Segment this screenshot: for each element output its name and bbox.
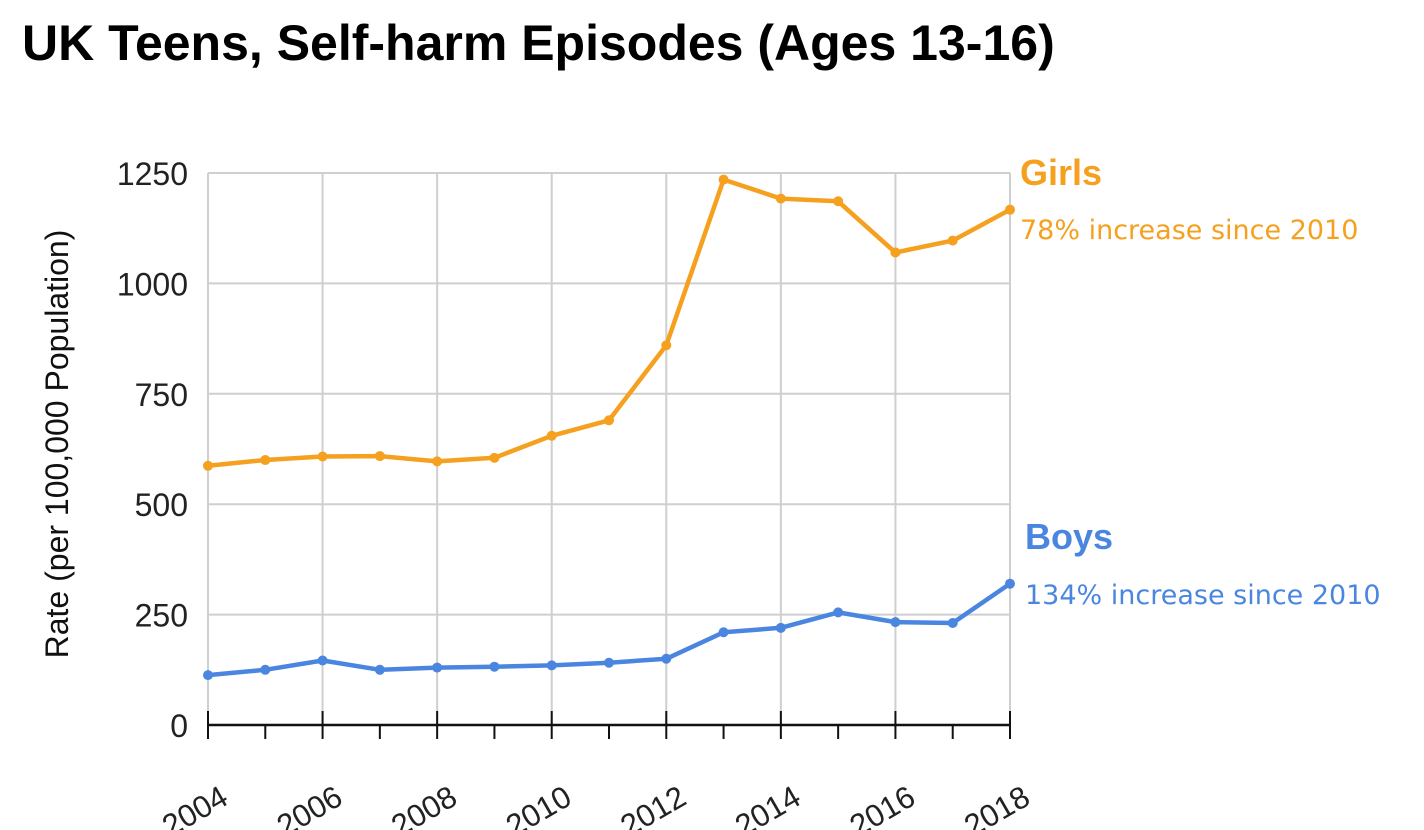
x-tick-label: 2010 [500,779,577,830]
girls-increase-annotation: 78% increase since 2010 [1020,215,1359,246]
boys-data-point [260,664,271,675]
girls-data-point [604,415,614,426]
girls-data-point [1005,204,1015,215]
boys-data-point [489,661,500,672]
series-lines [203,174,1015,681]
grid-lines [207,172,1011,725]
girls-data-point [489,452,500,463]
boys-data-point [374,664,385,675]
boys-data-point [203,670,213,681]
y-tick-label: 1000 [117,266,188,302]
girls-data-point [260,455,271,466]
girls-legend-label: Girls [1020,152,1103,193]
boys-increase-annotation: 134% increase since 2010 [1025,580,1381,611]
girls-data-point [833,196,844,207]
boys-data-point [546,660,557,671]
boys-legend-label: Boys [1025,516,1114,557]
girls-data-point [718,174,729,185]
x-tick-label: 2016 [844,779,921,830]
boys-data-point [718,627,729,638]
girls-data-point [317,451,328,462]
boys-data-point [432,662,443,673]
boys-data-point [775,622,786,633]
girls-data-point [661,340,672,351]
axes [207,711,1011,739]
y-tick-label: 750 [135,377,188,413]
boys-data-point [317,655,328,666]
x-tick-label: 2012 [615,779,692,830]
girls-data-point [775,193,786,204]
x-tick-label: 2014 [729,779,806,830]
boys-data-point [890,617,901,628]
boys-data-point [661,653,672,664]
boys-data-point [833,607,844,618]
boys-data-point [947,617,958,628]
girls-data-point [203,460,213,471]
y-axis-title: Rate (per 100,000 Population) [39,230,75,659]
boys-data-point [1005,578,1015,589]
girls-data-point [374,451,385,462]
y-tick-label: 500 [135,487,188,523]
girls-data-point [947,235,958,246]
y-tick-label: 250 [135,598,188,634]
page-title: UK Teens, Self-harm Episodes (Ages 13-16… [22,15,1055,71]
girls-data-point [890,247,901,258]
x-tick-label: 2006 [271,779,348,830]
y-tick-label: 1250 [117,156,188,192]
x-tick-label: 2008 [385,779,462,830]
x-tick-label: 2018 [958,779,1035,830]
y-tick-label: 0 [170,708,188,744]
boys-data-point [604,657,614,668]
tick-labels: 0 250 500 750 1000 1250 2004 2006 2008 2010 2012 20… [39,156,1036,830]
girls-data-point [432,456,443,467]
girls-data-point [546,430,557,441]
x-tick-label: 2004 [156,779,233,830]
